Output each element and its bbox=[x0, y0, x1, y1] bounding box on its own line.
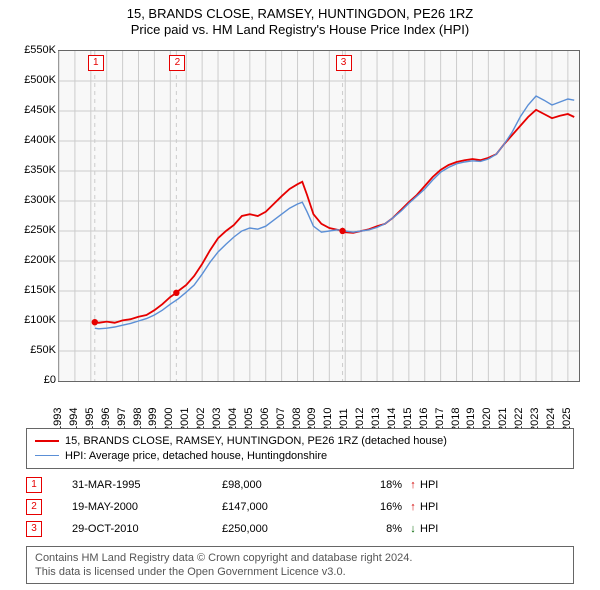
plot-area: 1 2 3 bbox=[58, 50, 580, 382]
y-tick-label: £450K bbox=[0, 104, 56, 116]
arrow-up-icon: ↑ bbox=[406, 479, 420, 491]
sale-marker-on-chart: 3 bbox=[336, 55, 352, 71]
sale-price: £250,000 bbox=[222, 523, 342, 535]
legend-swatch bbox=[35, 455, 59, 456]
y-tick-label: £550K bbox=[0, 44, 56, 56]
sale-marker: 1 bbox=[26, 477, 42, 493]
legend: 15, BRANDS CLOSE, RAMSEY, HUNTINGDON, PE… bbox=[26, 428, 574, 469]
y-tick-label: £300K bbox=[0, 194, 56, 206]
y-tick-label: £150K bbox=[0, 284, 56, 296]
table-row: 2 19-MAY-2000 £147,000 16% ↑ HPI bbox=[26, 496, 574, 518]
y-tick-label: £0 bbox=[0, 374, 56, 386]
sale-marker: 3 bbox=[26, 521, 42, 537]
plot-svg bbox=[59, 51, 579, 381]
sales-table: 1 31-MAR-1995 £98,000 18% ↑ HPI 2 19-MAY… bbox=[26, 474, 574, 540]
footer-line: Contains HM Land Registry data © Crown c… bbox=[35, 551, 565, 565]
sale-price: £147,000 bbox=[222, 501, 342, 513]
y-tick-label: £200K bbox=[0, 254, 56, 266]
legend-item: 15, BRANDS CLOSE, RAMSEY, HUNTINGDON, PE… bbox=[35, 433, 565, 448]
table-row: 1 31-MAR-1995 £98,000 18% ↑ HPI bbox=[26, 474, 574, 496]
sale-vs: HPI bbox=[420, 479, 454, 491]
arrow-down-icon: ↓ bbox=[406, 523, 420, 535]
sale-date: 19-MAY-2000 bbox=[72, 501, 222, 513]
y-tick-label: £100K bbox=[0, 314, 56, 326]
chart-container: { "title_line1": "15, BRANDS CLOSE, RAMS… bbox=[0, 0, 600, 590]
sale-delta: 16% bbox=[342, 501, 406, 513]
sale-vs: HPI bbox=[420, 501, 454, 513]
attribution-footer: Contains HM Land Registry data © Crown c… bbox=[26, 546, 574, 584]
sale-date: 31-MAR-1995 bbox=[72, 479, 222, 491]
legend-swatch bbox=[35, 440, 59, 442]
legend-label: HPI: Average price, detached house, Hunt… bbox=[65, 450, 327, 462]
sale-marker-on-chart: 2 bbox=[169, 55, 185, 71]
table-row: 3 29-OCT-2010 £250,000 8% ↓ HPI bbox=[26, 518, 574, 540]
legend-label: 15, BRANDS CLOSE, RAMSEY, HUNTINGDON, PE… bbox=[65, 435, 447, 447]
footer-line: This data is licensed under the Open Gov… bbox=[35, 565, 565, 579]
sale-marker-on-chart: 1 bbox=[88, 55, 104, 71]
chart-title-line1: 15, BRANDS CLOSE, RAMSEY, HUNTINGDON, PE… bbox=[0, 6, 600, 21]
sale-price: £98,000 bbox=[222, 479, 342, 491]
sale-date: 29-OCT-2010 bbox=[72, 523, 222, 535]
sale-vs: HPI bbox=[420, 523, 454, 535]
y-tick-label: £350K bbox=[0, 164, 56, 176]
y-tick-label: £500K bbox=[0, 74, 56, 86]
y-tick-label: £400K bbox=[0, 134, 56, 146]
y-tick-label: £250K bbox=[0, 224, 56, 236]
chart-title-line2: Price paid vs. HM Land Registry's House … bbox=[0, 22, 600, 37]
sale-delta: 18% bbox=[342, 479, 406, 491]
y-tick-label: £50K bbox=[0, 344, 56, 356]
sale-marker: 2 bbox=[26, 499, 42, 515]
legend-item: HPI: Average price, detached house, Hunt… bbox=[35, 448, 565, 463]
sale-delta: 8% bbox=[342, 523, 406, 535]
arrow-up-icon: ↑ bbox=[406, 501, 420, 513]
chart-wrapper: 1 2 3 £0 £50K £100K £150K £200K £250K £300K £350K… bbox=[0, 40, 600, 428]
